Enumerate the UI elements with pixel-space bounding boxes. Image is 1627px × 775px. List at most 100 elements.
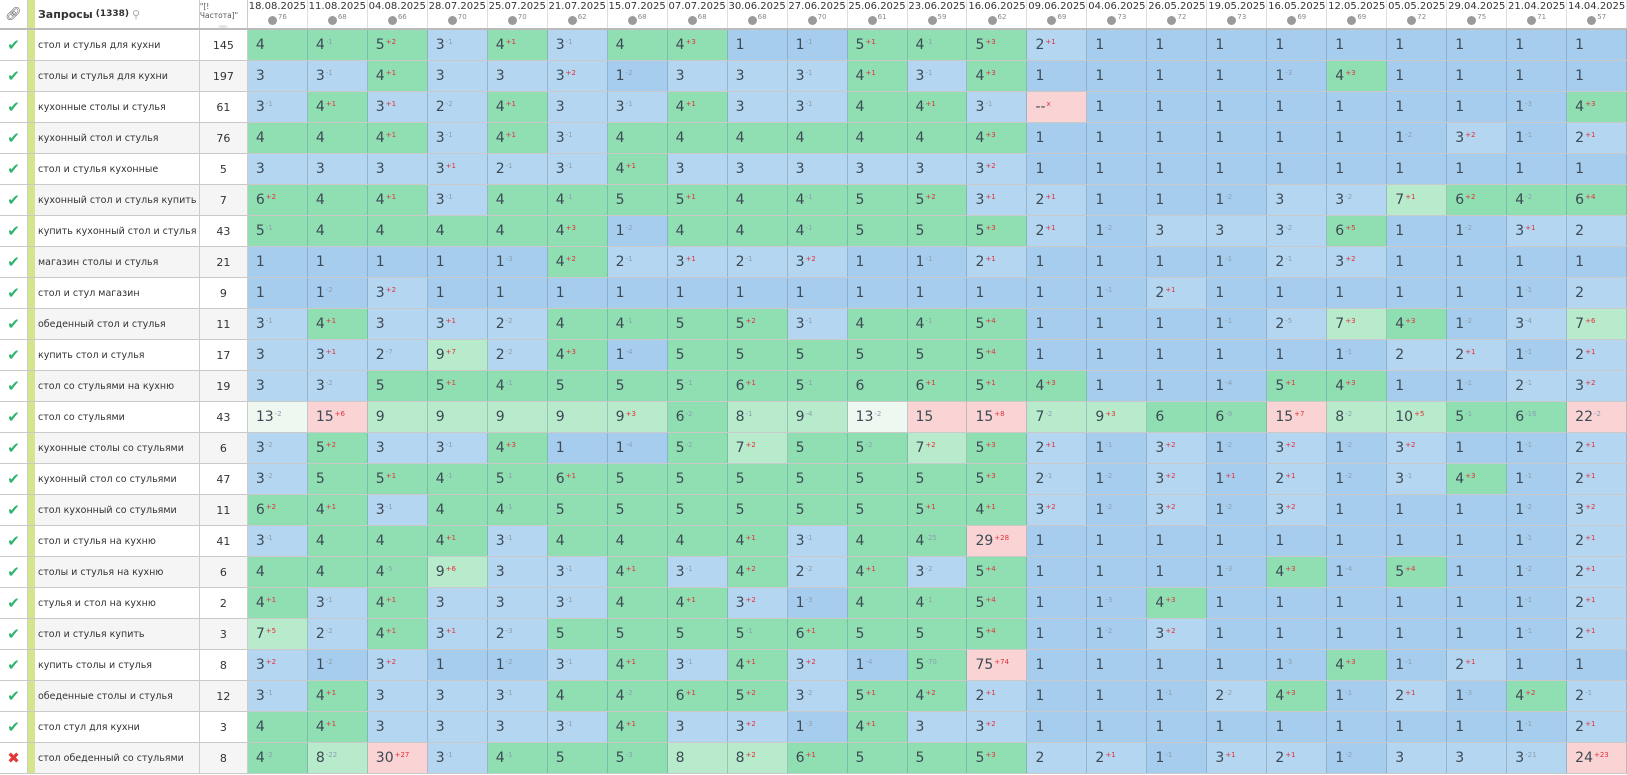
query-text[interactable]: столы и стулья для кухни: [34, 61, 200, 91]
position-cell[interactable]: 3: [847, 154, 908, 184]
position-cell[interactable]: 4: [607, 123, 668, 153]
query-text[interactable]: стол и стулья кухонные: [35, 154, 200, 184]
position-cell[interactable]: 4 +3: [1387, 309, 1448, 339]
position-cell[interactable]: 5 -1: [487, 464, 548, 494]
position-cell[interactable]: 3: [427, 61, 488, 91]
position-cell[interactable]: 4: [367, 216, 428, 246]
frequency-header[interactable]: "[!Частота]": [200, 0, 248, 28]
position-cell[interactable]: 3 -1: [487, 526, 548, 556]
position-cell[interactable]: 4 +2: [547, 247, 608, 277]
position-cell[interactable]: 7 +5: [247, 619, 308, 649]
position-cell[interactable]: 2: [1387, 340, 1448, 370]
position-cell[interactable]: 2 +1: [967, 681, 1028, 711]
query-text[interactable]: стол и стул магазин: [35, 278, 200, 308]
position-cell[interactable]: 4 +3: [967, 123, 1028, 153]
position-cell[interactable]: 1: [1387, 30, 1448, 60]
position-cell[interactable]: 1 -2: [1327, 433, 1388, 463]
position-cell[interactable]: 1 -3: [487, 247, 548, 277]
position-cell[interactable]: 5 -1: [247, 216, 308, 246]
position-cell[interactable]: 4: [247, 30, 308, 60]
date-column-header[interactable]: 23.06.2025 59: [908, 0, 968, 28]
position-cell[interactable]: 4: [427, 495, 488, 525]
check-icon[interactable]: ✔: [0, 92, 28, 122]
position-cell[interactable]: 3: [787, 154, 848, 184]
position-cell[interactable]: 6 +1: [907, 371, 968, 401]
position-cell[interactable]: 1 -3: [787, 712, 848, 742]
position-cell[interactable]: 3 +2: [1267, 433, 1328, 463]
position-cell[interactable]: 1 -1: [787, 30, 848, 60]
position-cell[interactable]: 5: [607, 495, 668, 525]
position-cell[interactable]: 6 +2: [1447, 185, 1508, 215]
position-cell[interactable]: 1 -3: [1507, 92, 1568, 122]
position-cell[interactable]: 4 +1: [487, 123, 548, 153]
position-cell[interactable]: 1: [1027, 526, 1088, 556]
position-cell[interactable]: 1 -2: [307, 278, 368, 308]
position-cell[interactable]: 1: [1087, 247, 1148, 277]
position-cell[interactable]: 4 +1: [307, 681, 368, 711]
position-cell[interactable]: 4: [307, 216, 368, 246]
query-text[interactable]: стол со стульями на кухню: [34, 371, 200, 401]
position-cell[interactable]: 1: [427, 278, 488, 308]
position-cell[interactable]: 1: [1267, 712, 1328, 742]
position-cell[interactable]: 3 +2: [1147, 619, 1208, 649]
position-cell[interactable]: 3 +2: [1327, 247, 1388, 277]
position-cell[interactable]: 4 +3: [1567, 92, 1627, 122]
check-icon[interactable]: ✔: [0, 278, 28, 308]
position-cell[interactable]: 9: [547, 402, 608, 432]
position-cell[interactable]: 1 -1: [1387, 650, 1448, 680]
position-cell[interactable]: 3 -1: [547, 712, 608, 742]
position-cell[interactable]: 6 +1: [547, 464, 608, 494]
position-cell[interactable]: 5: [547, 371, 608, 401]
position-cell[interactable]: 3 -2: [247, 464, 308, 494]
position-cell[interactable]: 5: [787, 495, 848, 525]
position-cell[interactable]: 1 -3: [1087, 588, 1148, 618]
position-cell[interactable]: 1 -1: [1207, 309, 1268, 339]
position-cell[interactable]: 1: [1267, 30, 1328, 60]
position-cell[interactable]: 1: [1327, 154, 1388, 184]
position-cell[interactable]: 3: [1207, 216, 1268, 246]
position-cell[interactable]: 22 -2: [1567, 402, 1627, 432]
position-cell[interactable]: 3 -1: [547, 650, 608, 680]
position-cell[interactable]: 6 +5: [1327, 216, 1388, 246]
query-text[interactable]: стол со стульями: [35, 402, 200, 432]
position-cell[interactable]: 1: [1447, 712, 1508, 742]
position-cell[interactable]: 1: [1147, 154, 1208, 184]
check-icon[interactable]: ✔: [0, 619, 28, 649]
position-cell[interactable]: 4: [667, 526, 728, 556]
position-cell[interactable]: 1: [1207, 619, 1268, 649]
position-cell[interactable]: 4 +1: [847, 712, 908, 742]
position-cell[interactable]: 1: [367, 247, 428, 277]
position-cell[interactable]: 1: [1447, 92, 1508, 122]
position-cell[interactable]: 3 -2: [787, 681, 848, 711]
query-text[interactable]: купить стол и стулья: [35, 340, 200, 370]
position-cell[interactable]: 1: [1447, 278, 1508, 308]
position-cell[interactable]: 1: [1507, 650, 1568, 680]
check-icon[interactable]: ✔: [0, 30, 28, 60]
date-column-header[interactable]: 16.05.2025 69: [1267, 0, 1328, 28]
position-cell[interactable]: 4: [847, 526, 908, 556]
position-cell[interactable]: 1: [1567, 61, 1627, 91]
position-cell[interactable]: 4 +3: [667, 30, 728, 60]
position-cell[interactable]: 13 -2: [247, 402, 308, 432]
position-cell[interactable]: 1: [607, 278, 668, 308]
position-cell[interactable]: 3: [487, 588, 548, 618]
position-cell[interactable]: 1: [547, 433, 608, 463]
position-cell[interactable]: 5: [607, 185, 668, 215]
position-cell[interactable]: 1: [1147, 650, 1208, 680]
position-cell[interactable]: 1: [1087, 61, 1148, 91]
position-cell[interactable]: 3: [907, 712, 968, 742]
position-cell[interactable]: 1: [1387, 588, 1448, 618]
position-cell[interactable]: 3: [247, 371, 308, 401]
position-cell[interactable]: 4 +1: [367, 61, 428, 91]
position-cell[interactable]: 1 -2: [1327, 464, 1388, 494]
position-cell[interactable]: 29 +28: [967, 526, 1028, 556]
position-cell[interactable]: 1 -1: [1507, 619, 1568, 649]
position-cell[interactable]: 5: [667, 619, 728, 649]
position-cell[interactable]: 3: [487, 712, 548, 742]
position-cell[interactable]: 4 -1: [787, 185, 848, 215]
query-text[interactable]: купить кухонный стол и стулья: [35, 216, 200, 246]
position-cell[interactable]: 3: [1387, 743, 1448, 773]
link-icon[interactable]: 🔗︎: [0, 0, 28, 28]
position-cell[interactable]: 4: [307, 185, 368, 215]
check-icon[interactable]: ✔: [0, 557, 28, 587]
